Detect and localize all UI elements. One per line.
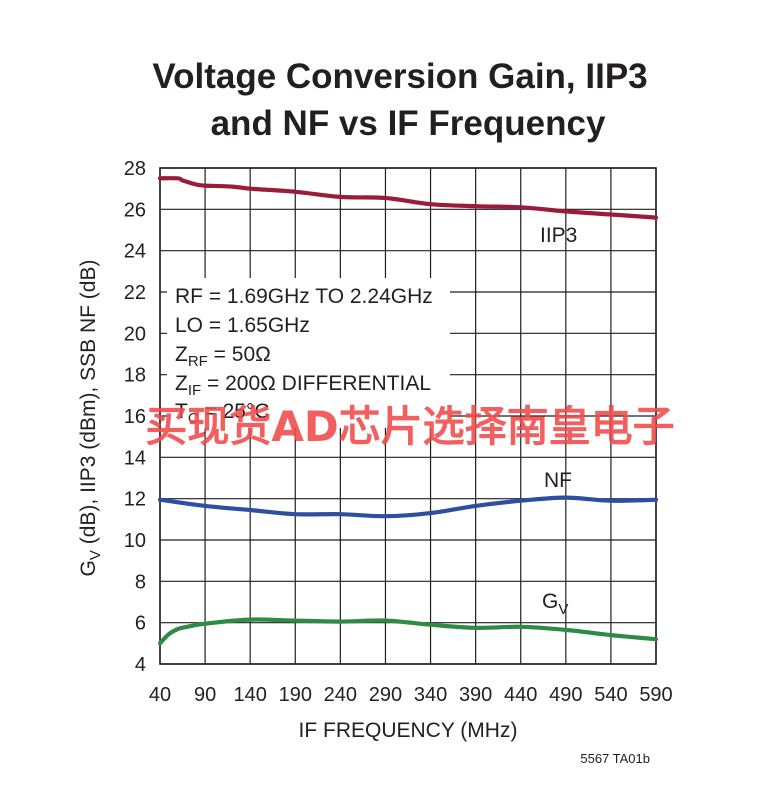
y-axis-label: GV (dB), IIP3 (dBm), SSB NF (dB) [77, 260, 104, 577]
figure-code: 5567 TA01b [580, 751, 650, 766]
y-tick-label: 14 [124, 447, 146, 469]
x-tick-label: 240 [324, 684, 357, 706]
y-tick-label: 16 [124, 406, 146, 428]
x-tick-label: 540 [594, 684, 627, 706]
x-tick-label: 90 [194, 684, 216, 706]
x-axis-label: IF FREQUENCY (MHz) [299, 719, 518, 742]
series-label-iip3: IIP3 [540, 224, 577, 247]
y-tick-label: 18 [124, 365, 146, 387]
y-tick-label: 4 [135, 654, 146, 676]
series-line-gv [157, 617, 659, 646]
x-tick-label: 390 [459, 684, 492, 706]
chart-title-line-1: Voltage Conversion Gain, IIP3 [152, 57, 647, 96]
x-tick-label: 340 [414, 684, 447, 706]
plot-frame [159, 167, 657, 665]
y-tick-label: 10 [124, 530, 146, 552]
y-tick-label: 6 [135, 613, 146, 635]
x-tick-label: 190 [279, 684, 312, 706]
conditions-annotation: RF = 1.69GHz TO 2.24GHz LO = 1.65GHz ZRF… [175, 285, 433, 427]
chart-title-line-2: and NF vs IF Frequency [211, 104, 606, 143]
y-tick-labels: 4 6 8 10 12 14 16 18 20 22 24 26 28 [124, 158, 146, 676]
x-tick-label: 40 [149, 684, 171, 706]
series-label-nf: NF [544, 469, 572, 492]
watermark-text: 买现货AD芯片选择南皇电子 [145, 402, 674, 451]
series-line-nf [157, 495, 659, 519]
y-tick-label: 28 [124, 158, 146, 180]
annotation-background [167, 278, 450, 428]
series-line-iip3 [157, 176, 659, 220]
annotation-zif: ZIF = 200Ω DIFFERENTIAL [175, 372, 431, 399]
series-lines [157, 176, 659, 646]
series-label-gv: GV [542, 590, 568, 618]
x-tick-label: 290 [369, 684, 402, 706]
x-tick-label: 590 [639, 684, 672, 706]
x-tick-labels: 40 90 140 190 240 290 340 390 440 490 540 590 [149, 684, 673, 706]
y-tick-label: 12 [124, 489, 146, 511]
y-tick-label: 8 [135, 571, 146, 593]
x-tick-label: 440 [504, 684, 537, 706]
y-tick-label: 22 [124, 282, 146, 304]
annotation-tc: TC = 25°C [175, 400, 270, 427]
y-tick-label: 20 [124, 323, 146, 345]
annotation-lo: LO = 1.65GHz [175, 314, 310, 337]
x-tick-label: 490 [549, 684, 582, 706]
annotation-rf: RF = 1.69GHz TO 2.24GHz [175, 285, 433, 308]
annotation-zrf: ZRF = 50Ω [175, 343, 271, 370]
y-tick-label: 26 [124, 199, 146, 221]
x-tick-label: 140 [233, 684, 266, 706]
y-tick-label: 24 [124, 241, 146, 263]
